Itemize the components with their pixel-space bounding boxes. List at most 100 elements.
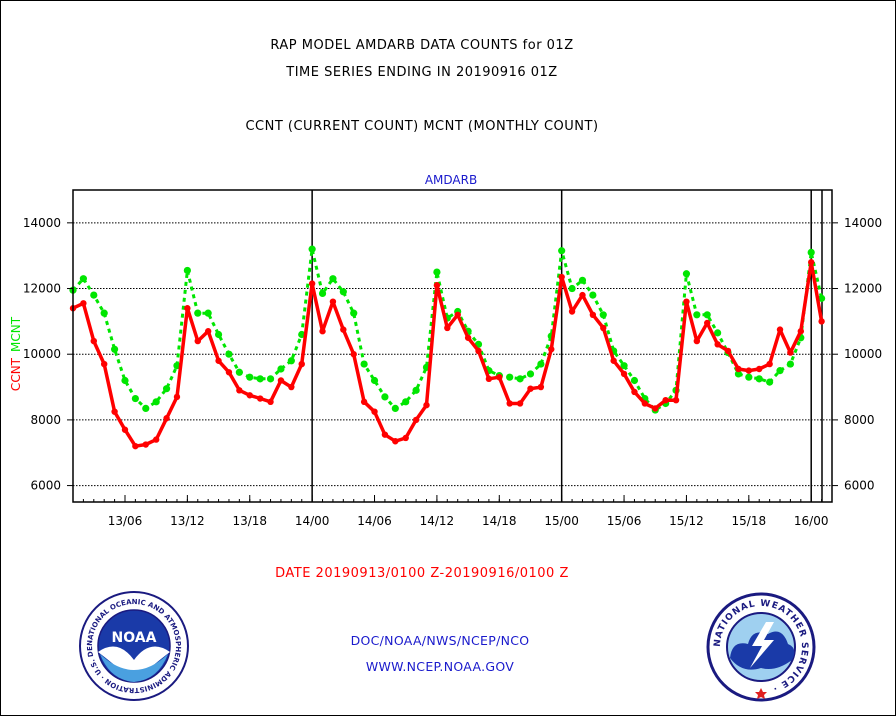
date-range-label: DATE 20190913/0100 Z-20190916/0100 Z <box>275 566 569 581</box>
data-point-ccnt <box>433 282 441 289</box>
grid-layer <box>73 222 832 487</box>
data-point-ccnt <box>142 441 149 448</box>
data-point-ccnt <box>121 426 129 433</box>
data-point-ccnt <box>776 326 784 333</box>
data-point-mcnt <box>620 362 628 370</box>
data-point-mcnt <box>755 375 763 383</box>
data-point-ccnt <box>246 392 253 399</box>
data-point-ccnt <box>589 311 597 318</box>
chart-title-line2: TIME SERIES ENDING IN 20190916 01Z <box>286 65 558 80</box>
data-point-ccnt <box>454 311 461 318</box>
y-tick-label-right: 8000 <box>844 413 875 427</box>
data-point-ccnt <box>464 334 472 341</box>
data-point-mcnt <box>818 294 826 302</box>
data-point-ccnt <box>693 337 701 345</box>
nws-logo: NATIONAL WEATHER SERVICE · <box>706 592 816 702</box>
data-point-ccnt <box>319 328 326 335</box>
data-point-ccnt <box>90 337 97 345</box>
data-point-ccnt <box>329 298 337 305</box>
data-point-mcnt <box>786 360 795 368</box>
data-point-ccnt <box>641 400 649 407</box>
data-point-ccnt <box>215 357 222 364</box>
data-point-mcnt <box>766 378 774 386</box>
y-tick-label-left: 14000 <box>23 216 61 230</box>
data-point-ccnt <box>600 324 607 332</box>
series-layer <box>69 245 826 450</box>
data-point-ccnt <box>745 367 753 374</box>
data-point-ccnt <box>392 438 399 445</box>
data-point-mcnt <box>526 370 535 378</box>
data-point-mcnt <box>183 266 191 275</box>
data-point-ccnt <box>225 369 233 376</box>
y-tick-label-left: 12000 <box>23 282 61 296</box>
data-point-ccnt <box>735 365 742 373</box>
y-tick-label-left: 8000 <box>30 413 61 427</box>
data-point-ccnt <box>288 383 295 391</box>
data-point-ccnt <box>444 324 451 332</box>
data-point-ccnt <box>496 374 503 381</box>
data-point-mcnt <box>110 345 119 353</box>
data-point-mcnt <box>714 329 722 337</box>
y-axis-label-mcnt: MCNT <box>9 316 23 352</box>
website-link[interactable]: WWW.NCEP.NOAA.GOV <box>365 659 515 674</box>
data-point-mcnt <box>558 247 566 255</box>
data-point-mcnt <box>121 376 129 385</box>
data-point-ccnt <box>516 400 524 407</box>
tick-layer: 6000 6000 8000 8000 10000 10000 12000 12000 1400… <box>23 216 882 528</box>
data-point-mcnt <box>246 373 254 381</box>
y-axis-label-ccnt: CCNT <box>9 357 23 391</box>
y-tick-label-right: 12000 <box>844 282 882 296</box>
data-point-mcnt <box>360 360 368 368</box>
line-chart: 6000 6000 8000 8000 10000 10000 12000 12000 1400… <box>9 173 882 528</box>
series-ccnt <box>69 259 825 450</box>
data-point-mcnt <box>318 289 327 298</box>
data-point-mcnt <box>235 368 243 376</box>
x-tick-label: 15/12 <box>669 514 704 528</box>
y-tick-label-left: 6000 <box>30 479 61 493</box>
y-tick-label-right: 6000 <box>844 479 875 493</box>
svg-text:CCNTMCNT: CCNT MCNT <box>9 316 23 391</box>
data-point-mcnt <box>308 245 316 253</box>
data-point-ccnt <box>579 291 586 299</box>
x-tick-label: 14/00 <box>295 514 330 528</box>
data-point-ccnt <box>548 346 555 353</box>
data-point-ccnt <box>558 273 565 281</box>
data-point-mcnt <box>734 370 743 378</box>
data-point-mcnt <box>433 268 441 276</box>
data-point-ccnt <box>704 319 711 327</box>
data-point-ccnt <box>204 328 212 335</box>
data-point-ccnt <box>402 434 409 442</box>
data-point-mcnt <box>630 376 639 385</box>
data-point-mcnt <box>537 360 545 368</box>
data-point-ccnt <box>173 393 181 401</box>
data-point-ccnt <box>163 415 170 422</box>
plot-title: AMDARB <box>425 173 477 187</box>
data-point-ccnt <box>787 349 794 356</box>
data-point-mcnt <box>412 386 420 394</box>
data-point-mcnt <box>90 291 98 299</box>
data-point-mcnt <box>266 375 275 383</box>
data-point-mcnt <box>370 376 379 385</box>
data-point-ccnt <box>111 408 118 415</box>
data-point-ccnt <box>485 375 493 383</box>
chart-subtitle: CCNT (CURRENT COUNT) MCNT (MONTHLY COUNT… <box>245 119 599 134</box>
data-point-mcnt <box>162 385 171 393</box>
data-point-mcnt <box>277 365 285 373</box>
data-point-mcnt <box>589 291 597 299</box>
data-point-mcnt <box>516 375 524 383</box>
data-point-mcnt <box>329 275 337 283</box>
data-point-ccnt <box>132 442 139 450</box>
data-point-ccnt <box>714 341 721 348</box>
data-point-ccnt <box>797 328 805 335</box>
data-point-mcnt <box>776 367 784 375</box>
data-point-mcnt <box>568 284 576 293</box>
data-point-mcnt <box>339 288 347 296</box>
data-point-ccnt <box>620 370 628 378</box>
data-point-ccnt <box>412 416 420 424</box>
data-point-ccnt <box>537 383 545 391</box>
data-point-ccnt <box>267 398 274 406</box>
data-point-mcnt <box>807 248 815 256</box>
data-point-mcnt <box>204 309 212 317</box>
data-point-ccnt <box>683 298 690 305</box>
data-point-ccnt <box>184 305 191 312</box>
